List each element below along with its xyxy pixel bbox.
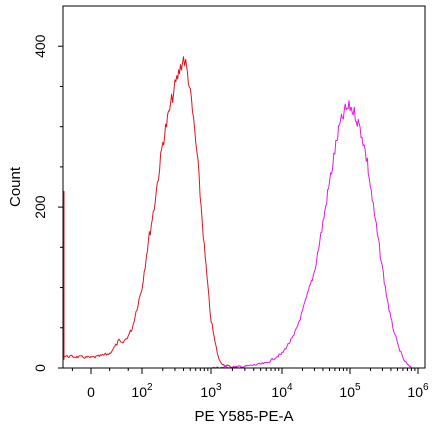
x-tick-label: 106 — [407, 382, 429, 400]
y-tick-label: 0 — [32, 364, 48, 372]
series-line-2 — [211, 100, 412, 369]
y-tick-label: 200 — [32, 195, 48, 219]
x-tick-label: 103 — [200, 382, 222, 400]
x-tick-label: 105 — [339, 382, 361, 400]
plot-frame — [62, 5, 426, 369]
plot-area — [63, 56, 412, 369]
y-tick-label: 400 — [32, 34, 48, 58]
x-tick-label: 104 — [271, 382, 293, 400]
x-tick-label: 0 — [87, 384, 95, 400]
series-line-1 — [63, 56, 245, 369]
y-axis-title: Count — [7, 166, 24, 207]
x-axis-title: PE Y585-PE-A — [195, 408, 294, 425]
x-tick-label: 102 — [131, 382, 153, 400]
axes: 0 200 400 0 102 103 104 105 106 — [32, 34, 429, 400]
